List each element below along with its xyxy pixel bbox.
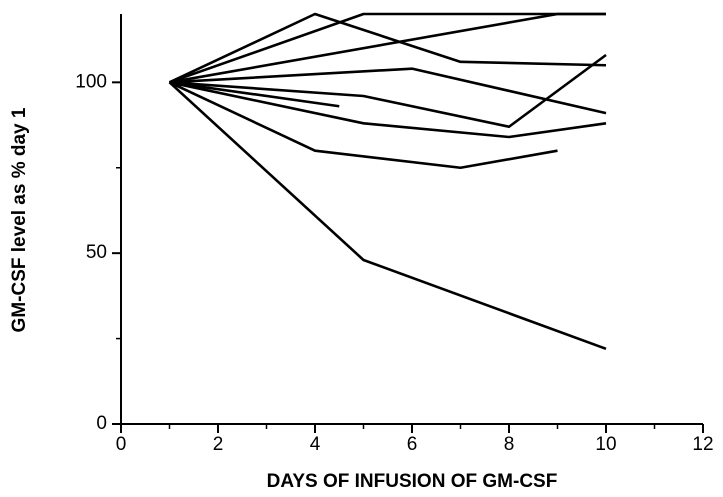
series-line [169,67,607,115]
y-tick-label: 100 [75,71,107,92]
series-line [169,12,606,84]
x-axis-label: DAYS OF INFUSION OF GM-CSF [267,471,558,492]
series-line [169,81,340,108]
series-line [168,81,558,170]
y-tick-label: 0 [96,413,107,434]
y-tick-label: 50 [86,242,107,263]
x-tick-label: 10 [595,434,616,455]
x-tick-label: 8 [504,434,515,455]
y-axis-label: GM-CSF level as % day 1 [9,107,30,332]
x-tick-label: 6 [407,434,418,455]
series-line [168,81,607,351]
series-line [168,12,607,84]
x-tick-label: 12 [692,434,713,455]
series-line [169,12,606,84]
x-tick-label: 4 [310,434,321,455]
x-tick-label: 2 [213,434,224,455]
series-line [169,81,607,139]
series-line [169,53,607,129]
x-tick-label: 0 [116,434,127,455]
